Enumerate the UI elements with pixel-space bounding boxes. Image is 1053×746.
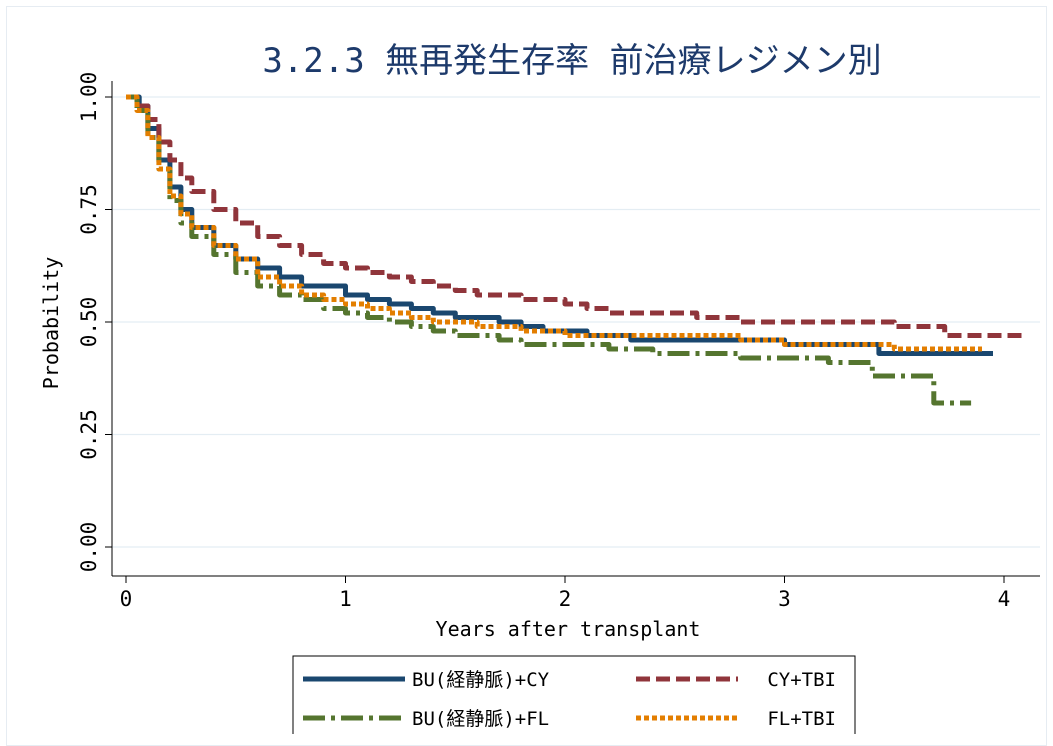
y-tick-label: 0.75 bbox=[77, 184, 101, 235]
legend: BU(経静脈)+CY CY+TBI BU(経静脈)+FL FL+TBI bbox=[292, 655, 856, 734]
legend-items: BU(経静脈)+CY CY+TBI BU(経静脈)+FL FL+TBI bbox=[303, 669, 836, 730]
x-tick-label: 2 bbox=[559, 587, 572, 611]
y-tick-label: 1.00 bbox=[77, 72, 101, 123]
chart-title: 3.2.3 無再発生存率 前治療レジメン別 bbox=[262, 41, 881, 81]
legend-label: FL+TBI bbox=[767, 708, 836, 730]
y-axis-label: Probability bbox=[39, 257, 63, 389]
grid-lines bbox=[112, 96, 1040, 548]
x-tick-label: 3 bbox=[778, 587, 791, 611]
x-axis-ticks: 0 1 2 3 4 bbox=[120, 576, 1011, 611]
y-tick-label: 0.50 bbox=[77, 297, 101, 348]
y-axis-ticks: 0.00 0.25 0.50 0.75 1.00 bbox=[77, 72, 112, 573]
series-line-bu-fl bbox=[126, 94, 972, 406]
x-axis-label: Years after transplant bbox=[436, 617, 701, 641]
legend-label: BU(経静脈)+CY bbox=[412, 669, 550, 691]
series-line-cy-tbi bbox=[126, 94, 1026, 338]
legend-label: BU(経静脈)+FL bbox=[412, 708, 549, 730]
y-tick-label: 0.25 bbox=[77, 409, 101, 460]
x-tick-label: 1 bbox=[339, 587, 352, 611]
legend-label: CY+TBI bbox=[767, 669, 836, 691]
series-line-fl-tbi bbox=[126, 94, 982, 352]
y-tick-label: 0.00 bbox=[77, 522, 101, 573]
x-tick-label: 0 bbox=[120, 587, 133, 611]
x-tick-label: 4 bbox=[998, 587, 1011, 611]
series-group bbox=[126, 94, 1026, 406]
legend-box bbox=[292, 655, 856, 734]
series-line-bu-cy bbox=[126, 94, 993, 356]
